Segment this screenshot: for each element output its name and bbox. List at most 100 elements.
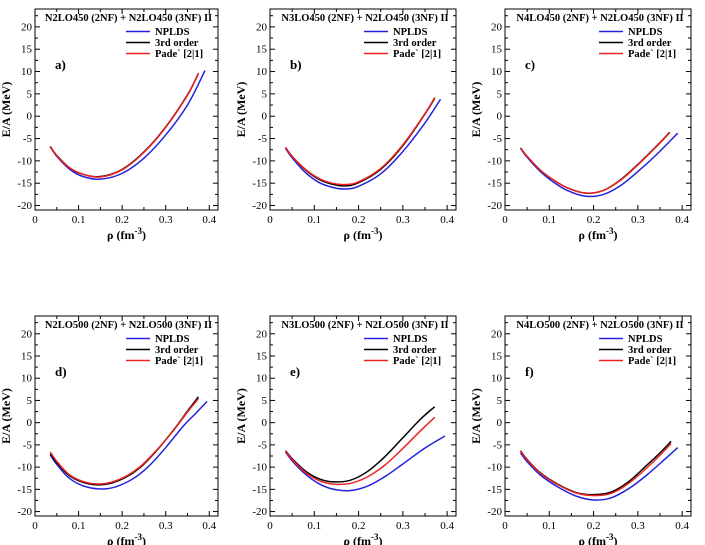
panel-title: N3LO450 (2NF) + N2LO450 (3NF) II bbox=[281, 13, 448, 24]
x-tick-label: 0.3 bbox=[159, 520, 173, 532]
y-tick-label: 20 bbox=[21, 328, 33, 340]
panel-letter: b) bbox=[290, 57, 302, 72]
y-tick-label: 15 bbox=[256, 351, 268, 363]
x-tick-label: 0.4 bbox=[675, 520, 689, 532]
legend-label: Pade` [2|1] bbox=[393, 356, 441, 367]
panel-4: 0 0.1 0.2 0.3 0.4 -20 -15 -10 -5 0 5 10 15 20 N2LO500 … bbox=[0, 315, 219, 545]
x-tick-label: 0 bbox=[502, 520, 508, 532]
legend-label: NPLDS bbox=[155, 27, 190, 38]
panel-letter: c) bbox=[525, 57, 535, 72]
x-tick-label: 0.3 bbox=[396, 520, 410, 532]
y-tick-label: 10 bbox=[21, 373, 33, 385]
x-tick-label: 0.4 bbox=[440, 214, 454, 226]
x-axis-label: ρ (fm-3) bbox=[579, 226, 618, 242]
y-tick-label: 5 bbox=[262, 395, 268, 407]
series-line-nplds bbox=[284, 98, 442, 190]
y-tick-label: 10 bbox=[491, 66, 503, 78]
legend-label: NPLDS bbox=[393, 27, 428, 38]
panel-letter: e) bbox=[290, 364, 300, 379]
legend-label: Pade` [2|1] bbox=[628, 356, 676, 367]
y-tick-label: 5 bbox=[27, 395, 33, 407]
y-tick-label: 0 bbox=[27, 417, 33, 429]
y-tick-label: 10 bbox=[21, 66, 33, 78]
x-tick-label: 0 bbox=[267, 520, 273, 532]
y-tick-label: 15 bbox=[21, 351, 33, 363]
series-line-3rd-order bbox=[519, 440, 672, 496]
y-tick-label: -10 bbox=[17, 155, 32, 167]
x-tick-label: 0.2 bbox=[115, 520, 129, 532]
series-line-3rd-order bbox=[284, 406, 436, 483]
y-tick-label: 15 bbox=[256, 44, 268, 56]
y-tick-label: 15 bbox=[491, 44, 503, 56]
panel-title: N4LO450 (2NF) + N2LO450 (3NF) II bbox=[516, 13, 683, 24]
series-line-nplds bbox=[49, 400, 208, 490]
x-tick-label: 0.2 bbox=[587, 520, 601, 532]
series-line-pade-2-1 bbox=[284, 416, 436, 486]
x-tick-label: 0.1 bbox=[72, 520, 86, 532]
y-tick-label: -5 bbox=[23, 439, 33, 451]
y-tick-label: -20 bbox=[487, 506, 502, 518]
series-line-nplds bbox=[519, 447, 679, 501]
plot-frame bbox=[269, 315, 457, 517]
y-tick-label: 10 bbox=[256, 66, 268, 78]
x-tick-label: 0 bbox=[502, 214, 508, 226]
legend-label: Pade` [2|1] bbox=[155, 356, 203, 367]
legend-label: 3rd order bbox=[393, 345, 437, 356]
y-tick-label: -15 bbox=[487, 484, 502, 496]
y-tick-label: -5 bbox=[258, 133, 268, 145]
legend-label: NPLDS bbox=[155, 334, 190, 345]
y-tick-label: 15 bbox=[21, 44, 33, 56]
x-tick-label: 0.3 bbox=[631, 520, 645, 532]
x-tick-label: 0.1 bbox=[72, 214, 86, 226]
x-axis-label: ρ (fm-3) bbox=[344, 226, 383, 242]
panel-title: N3LO500 (2NF) + N2LO500 (3NF) II bbox=[281, 320, 448, 331]
y-tick-label: -20 bbox=[252, 506, 267, 518]
x-tick-label: 0.1 bbox=[307, 214, 321, 226]
series-line-nplds bbox=[284, 435, 446, 492]
x-tick-label: 0.1 bbox=[307, 520, 321, 532]
x-axis-label: ρ (fm-3) bbox=[107, 532, 146, 545]
x-axis-label: ρ (fm-3) bbox=[344, 532, 383, 545]
y-tick-label: 5 bbox=[27, 88, 33, 100]
plot-frame bbox=[504, 315, 692, 517]
y-axis-label: E/A (MeV) bbox=[469, 388, 483, 444]
y-tick-label: 20 bbox=[21, 21, 33, 33]
series-line-nplds bbox=[519, 132, 679, 198]
y-tick-label: -5 bbox=[23, 133, 33, 145]
y-axis-label: E/A (MeV) bbox=[0, 388, 13, 444]
y-axis-label: E/A (MeV) bbox=[0, 82, 13, 138]
y-axis-label: E/A (MeV) bbox=[469, 82, 483, 138]
series-line-pade-2-1 bbox=[49, 73, 200, 178]
y-tick-label: -5 bbox=[493, 133, 503, 145]
series-line-pade-2-1 bbox=[519, 132, 671, 194]
legend-label: NPLDS bbox=[628, 334, 663, 345]
series-line-nplds bbox=[49, 70, 206, 181]
legend-label: 3rd order bbox=[628, 345, 672, 356]
x-tick-label: 0.2 bbox=[587, 214, 601, 226]
legend-label: 3rd order bbox=[628, 38, 672, 49]
y-tick-label: 0 bbox=[262, 111, 268, 123]
y-tick-label: -15 bbox=[487, 178, 502, 190]
y-tick-label: 10 bbox=[256, 373, 268, 385]
y-tick-label: -5 bbox=[258, 439, 268, 451]
y-tick-label: 15 bbox=[491, 351, 503, 363]
y-tick-label: -10 bbox=[487, 462, 502, 474]
y-tick-label: -10 bbox=[252, 462, 267, 474]
y-tick-label: 5 bbox=[497, 395, 503, 407]
legend-label: Pade` [2|1] bbox=[155, 49, 203, 60]
y-tick-label: 10 bbox=[491, 373, 503, 385]
x-tick-label: 0.2 bbox=[352, 520, 366, 532]
y-tick-label: -10 bbox=[487, 155, 502, 167]
x-tick-label: 0.1 bbox=[542, 520, 556, 532]
panel-letter: a) bbox=[55, 57, 66, 72]
y-tick-label: 20 bbox=[256, 21, 268, 33]
y-tick-label: 20 bbox=[491, 328, 503, 340]
x-tick-label: 0.2 bbox=[115, 214, 129, 226]
y-tick-label: -15 bbox=[252, 484, 267, 496]
plot-frame bbox=[34, 8, 219, 211]
x-axis-label: ρ (fm-3) bbox=[579, 532, 618, 545]
panel-5: 0 0.1 0.2 0.3 0.4 -20 -15 -10 -5 0 5 10 15 20 N3LO500 … bbox=[234, 315, 457, 545]
x-tick-label: 0.4 bbox=[440, 520, 454, 532]
plot-frame bbox=[34, 315, 219, 517]
